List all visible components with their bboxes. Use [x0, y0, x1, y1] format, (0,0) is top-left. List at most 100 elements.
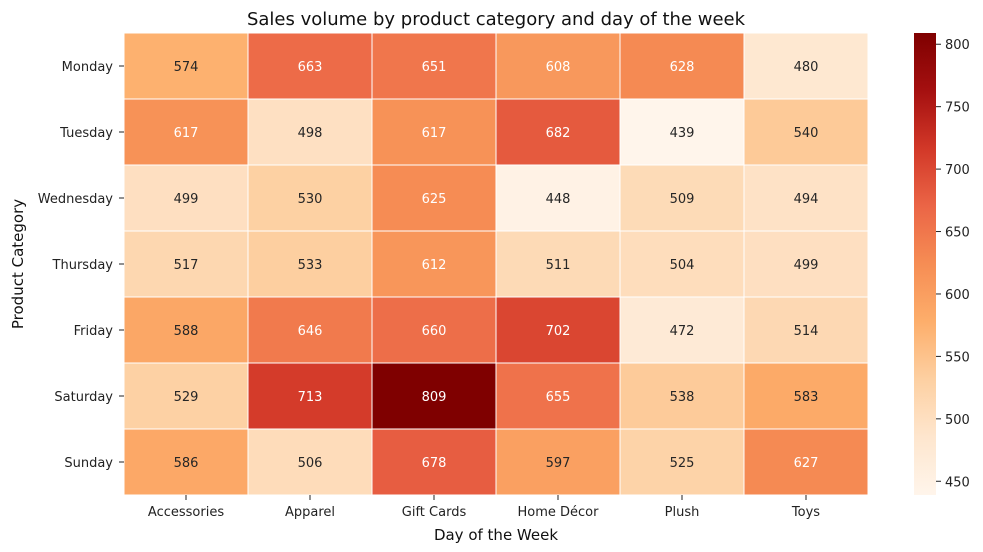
cell-value-label: 586 — [174, 456, 199, 471]
x-axis-ticks: Accessories Apparel Gift Cards Home Décor Pl… — [148, 495, 820, 520]
cell-value-label: 472 — [670, 324, 695, 339]
colorbar-tick-label: 500 — [945, 413, 970, 428]
cell-value-label: 538 — [670, 390, 695, 405]
heatmap-cell — [123, 230, 249, 298]
cell-value-label: 540 — [794, 126, 819, 141]
heatmap-cell — [619, 32, 745, 100]
y-tick-label: Monday — [62, 60, 114, 75]
cell-value-label: 625 — [422, 192, 447, 207]
cell-value-label: 663 — [298, 60, 323, 75]
cell-value-label: 530 — [298, 192, 323, 207]
colorbar-tick-label: 550 — [945, 350, 970, 365]
x-tick-label: Toys — [791, 505, 820, 520]
heatmap-cell — [619, 164, 745, 232]
cell-value-label: 678 — [422, 456, 447, 471]
cell-value-label: 651 — [422, 60, 447, 75]
cell-value-label: 498 — [298, 126, 323, 141]
cell-value-label: 583 — [794, 390, 819, 405]
cell-value-label: 504 — [670, 258, 695, 273]
x-axis-label: Day of the Week — [434, 526, 558, 544]
cell-value-label: 655 — [546, 390, 571, 405]
y-tick-label: Saturday — [54, 390, 113, 405]
heatmap-cell — [619, 230, 745, 298]
cell-value-label: 588 — [174, 324, 199, 339]
colorbar-tick-label: 750 — [945, 101, 970, 116]
cell-value-label: 533 — [298, 258, 323, 273]
cell-value-label: 514 — [794, 324, 819, 339]
heatmap-cell — [123, 32, 249, 100]
cell-value-label: 525 — [670, 456, 695, 471]
y-tick-label: Thursday — [52, 258, 114, 273]
cell-value-label: 506 — [298, 456, 323, 471]
heatmap-cell — [495, 164, 621, 232]
x-tick-label: Gift Cards — [402, 505, 467, 520]
heatmap-cell — [247, 32, 373, 100]
heatmap-cell — [371, 428, 497, 496]
cell-value-label: 660 — [422, 324, 447, 339]
y-axis-ticks: Monday Tuesday Wednesday Thursday Friday Satu… — [38, 60, 124, 471]
x-tick-label: Accessories — [148, 505, 224, 520]
cell-value-label: 617 — [422, 126, 447, 141]
x-tick-label: Plush — [665, 505, 700, 520]
cell-value-label: 597 — [546, 456, 571, 471]
colorbar-tick-label: 450 — [945, 475, 970, 490]
heatmap-cell — [247, 164, 373, 232]
colorbar-tick-label: 800 — [945, 38, 970, 53]
colorbar-tick-label: 600 — [945, 288, 970, 303]
heatmap-cell — [619, 362, 745, 430]
cell-value-label: 494 — [794, 192, 819, 207]
heatmap-cell — [743, 164, 869, 232]
cell-value-label: 439 — [670, 126, 695, 141]
heatmap-cells — [123, 32, 869, 496]
heatmap-cell — [247, 98, 373, 166]
cell-value-label: 448 — [546, 192, 571, 207]
x-tick-label: Home Décor — [518, 505, 600, 520]
cell-value-label: 574 — [174, 60, 199, 75]
heatmap-cell — [743, 230, 869, 298]
heatmap-cell — [743, 296, 869, 364]
cell-value-label: 517 — [174, 258, 199, 273]
heatmap-cell — [371, 164, 497, 232]
heatmap-cell — [743, 98, 869, 166]
cell-value-label: 702 — [546, 324, 571, 339]
heatmap-cell — [123, 296, 249, 364]
y-tick-label: Wednesday — [38, 192, 114, 207]
heatmap-cell — [743, 32, 869, 100]
colorbar-tick-label: 650 — [945, 226, 970, 241]
cell-value-label: 682 — [546, 126, 571, 141]
heatmap-cell — [743, 362, 869, 430]
heatmap-cell — [123, 428, 249, 496]
y-tick-label: Sunday — [64, 456, 113, 471]
heatmap-cell — [371, 230, 497, 298]
heatmap-cell — [247, 428, 373, 496]
heatmap-cell — [743, 428, 869, 496]
heatmap-cell — [123, 164, 249, 232]
cell-value-label: 511 — [546, 258, 571, 273]
y-tick-label: Friday — [74, 324, 114, 339]
x-tick-label: Apparel — [285, 505, 335, 520]
cell-value-label: 529 — [174, 390, 199, 405]
heatmap-cell — [371, 296, 497, 364]
cell-value-label: 612 — [422, 258, 447, 273]
heatmap-cell — [371, 32, 497, 100]
cell-value-label: 480 — [794, 60, 819, 75]
cell-value-label: 608 — [546, 60, 571, 75]
cell-value-label: 713 — [298, 390, 323, 405]
heatmap-cell — [123, 362, 249, 430]
heatmap-cell — [495, 428, 621, 496]
cell-value-label: 617 — [174, 126, 199, 141]
colorbar-gradient — [914, 33, 936, 495]
colorbar-tick-label: 700 — [945, 163, 970, 178]
heatmap-cell — [495, 32, 621, 100]
cell-labels: 574 663 651 608 628 480 617 498 617 682 439 540 499 5… — [174, 60, 819, 471]
heatmap-cell — [247, 230, 373, 298]
colorbar: 450 500 550 600 650 700 750 800 — [914, 33, 970, 495]
cell-value-label: 499 — [794, 258, 819, 273]
y-tick-label: Tuesday — [59, 126, 113, 141]
chart-title: Sales volume by product category and day… — [247, 9, 746, 30]
heatmap-cell — [619, 296, 745, 364]
cell-value-label: 627 — [794, 456, 819, 471]
y-axis-label: Product Category — [9, 199, 27, 329]
heatmap-cell — [495, 296, 621, 364]
